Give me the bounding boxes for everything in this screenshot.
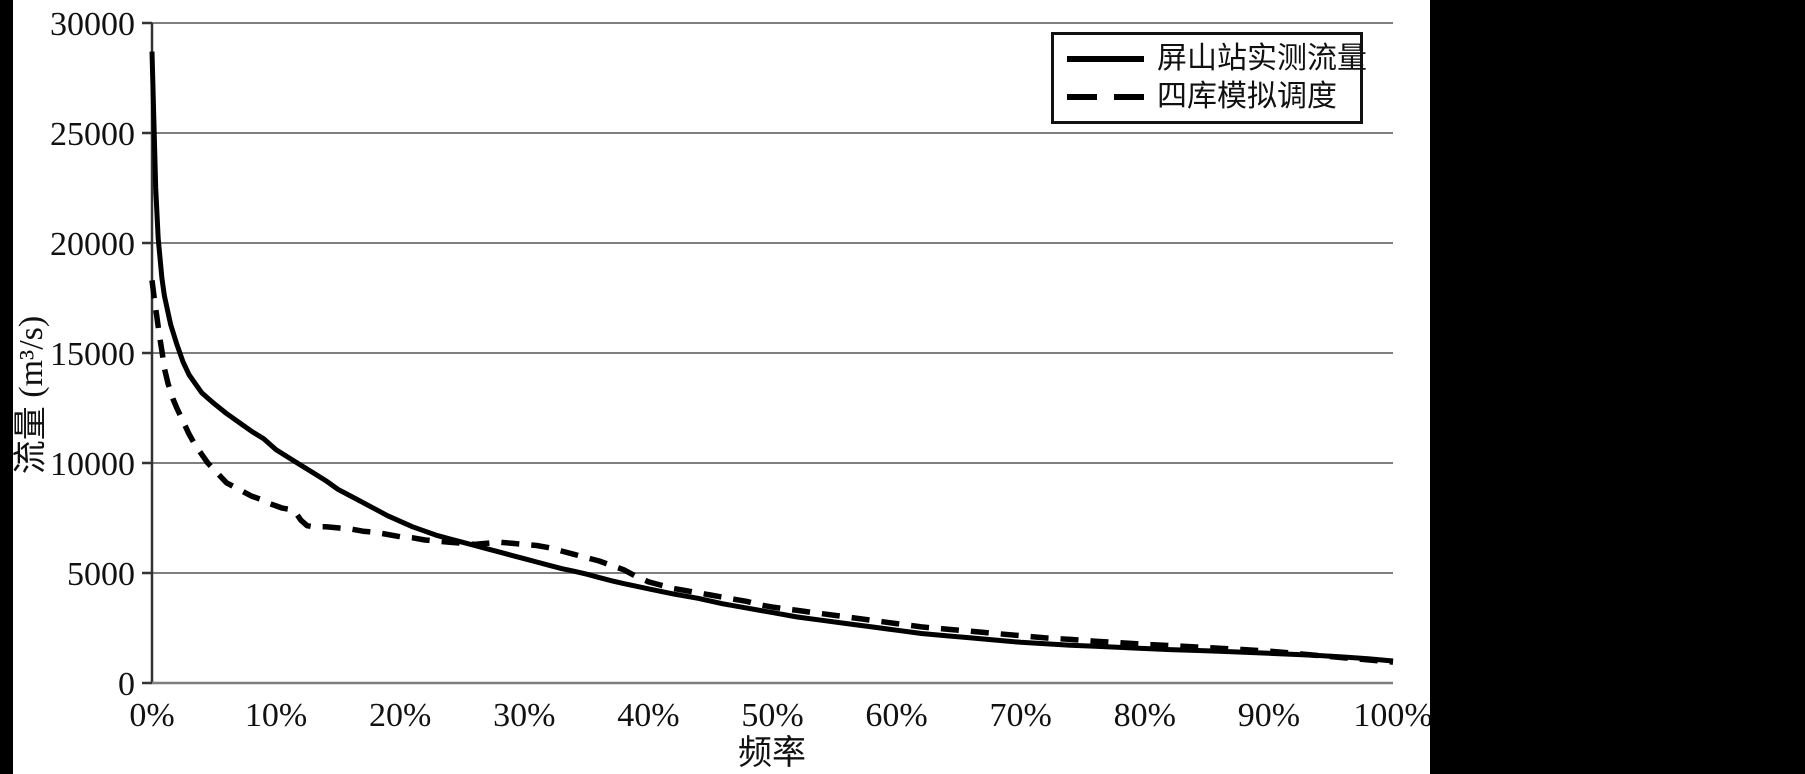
y-tick-label: 5000 bbox=[67, 556, 135, 593]
x-tick-label: 60% bbox=[865, 697, 927, 734]
observed-flow-curve bbox=[149, 51, 1394, 664]
tick-labels: 0 5000 10000 15000 20000 25000 30000 0% 10% 20% 30… bbox=[50, 6, 1433, 734]
x-axis-title: 频率 bbox=[738, 734, 806, 772]
y-axis-title: 流量 (m³/s) bbox=[12, 316, 50, 474]
y-tick-label: 10000 bbox=[50, 446, 135, 483]
x-tick-label: 50% bbox=[741, 697, 803, 734]
y-tick-label: 20000 bbox=[50, 226, 135, 263]
solid-line-sample bbox=[1067, 55, 1144, 62]
x-tick-label: 70% bbox=[990, 697, 1052, 734]
dashed-line-sample bbox=[1067, 94, 1144, 101]
x-tick-label: 80% bbox=[1114, 697, 1176, 734]
simulated-dispatch-curve bbox=[149, 280, 1394, 665]
curves bbox=[149, 51, 1394, 665]
legend-item-simulated: 四库模拟调度 bbox=[1067, 82, 1360, 112]
x-tick-label: 100% bbox=[1353, 697, 1432, 734]
y-tick-label: 30000 bbox=[50, 6, 135, 43]
scan-border-left bbox=[0, 0, 13, 774]
x-tick-label: 10% bbox=[245, 697, 307, 734]
scan-border-right bbox=[1430, 0, 1805, 774]
x-tick-label: 40% bbox=[617, 697, 679, 734]
legend-label-simulated: 四库模拟调度 bbox=[1157, 80, 1337, 114]
y-tick-label: 15000 bbox=[50, 336, 135, 373]
y-tick-label: 25000 bbox=[50, 116, 135, 153]
legend-item-observed: 屏山站实测流量 bbox=[1067, 43, 1367, 74]
legend-label-observed: 屏山站实测流量 bbox=[1157, 41, 1367, 75]
x-tick-label: 20% bbox=[369, 697, 431, 734]
x-tick-label: 0% bbox=[129, 697, 174, 734]
y-tick-label: 0 bbox=[118, 666, 135, 703]
legend: 屏山站实测流量 四库模拟调度 bbox=[1051, 32, 1367, 124]
x-tick-label: 90% bbox=[1238, 697, 1300, 734]
x-tick-label: 30% bbox=[493, 697, 555, 734]
gridlines bbox=[152, 22, 1393, 684]
